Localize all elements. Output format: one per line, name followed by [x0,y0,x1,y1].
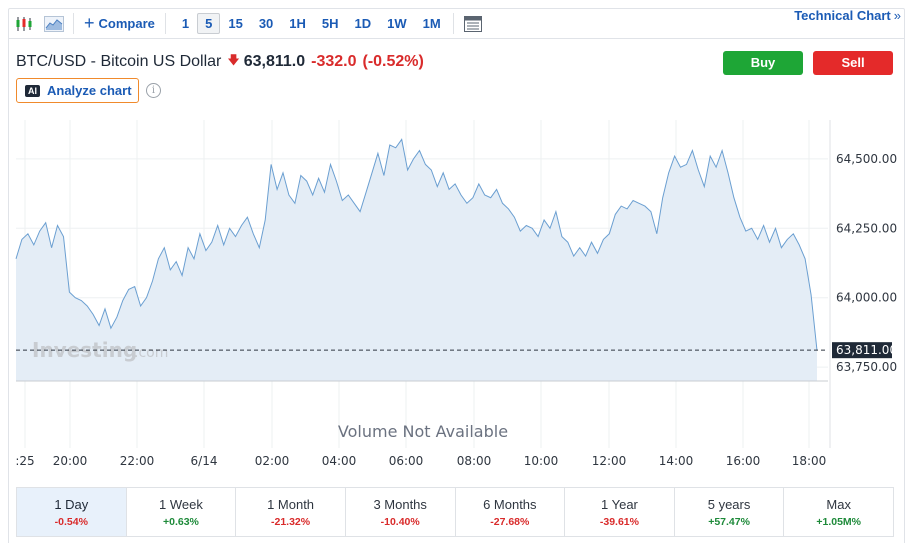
x-tick-label: 02:00 [255,454,290,468]
price-change: -332.0 [311,52,357,70]
interval-selector: 1 5 15 30 1H 5H 1D 1W 1M [174,9,449,38]
period-label: 1 Week [159,497,203,512]
investing-watermark: Investing [32,338,137,362]
y-axis: 64,500.00 64,250.00 64,000.00 63,750.00 [836,152,897,374]
x-tick-label: :25 [15,454,34,468]
technical-chart-link[interactable]: Technical Chart» [794,8,901,23]
period-label: Max [826,497,851,512]
plus-icon: + [84,12,95,33]
candlestick-chart-icon[interactable] [9,9,39,38]
compare-button[interactable]: + Compare [78,12,161,33]
double-chevron-right-icon: » [893,8,901,23]
period-label: 5 years [707,497,751,512]
y-tick-label: 64,500.00 [836,152,897,166]
toolbar-divider [73,13,74,34]
period-label: 3 Months [373,497,427,512]
x-tick-label: 16:00 [726,454,761,468]
analyze-chart-label: Analyze chart [47,83,132,98]
volume-not-available-text: Volume Not Available [338,422,508,441]
investing-watermark-suffix: .com [134,345,168,361]
interval-1m[interactable]: 1M [422,16,441,31]
x-tick-label: 6/14 [191,454,218,468]
instrument-title: BTC/USD - Bitcoin US Dollar [16,52,222,70]
info-icon[interactable]: i [146,83,161,98]
compare-label: Compare [98,16,155,31]
period-1-week[interactable]: 1 Week +0.63% [127,488,237,536]
period-1-month[interactable]: 1 Month -21.32% [236,488,346,536]
x-tick-label: 04:00 [322,454,357,468]
instrument-price: 63,811.0 [243,52,306,70]
area-chart-icon[interactable] [39,9,69,38]
x-tick-label: 08:00 [457,454,492,468]
period-label: 1 Year [601,497,638,512]
buy-button[interactable]: Buy [723,51,803,75]
interval-5h[interactable]: 5H [321,16,339,31]
price-area-fill [16,139,817,381]
chart-toolbar: + Compare 1 5 15 30 1H 5H 1D 1W 1M [8,8,905,39]
period-change: -27.68% [490,516,530,528]
technical-chart-label: Technical Chart [794,8,891,23]
period-label: 1 Day [54,497,89,512]
ai-badge-icon: AI [25,84,40,97]
period-1-year[interactable]: 1 Year -39.61% [565,488,675,536]
period-max[interactable]: Max +1.05M% [784,488,893,536]
arrow-down-icon: 🡇 [227,53,240,67]
x-tick-label: 06:00 [389,454,424,468]
calendar-table-icon[interactable] [458,9,488,38]
price-change-percent: (-0.52%) [362,52,424,70]
interval-1h[interactable]: 1H [289,16,306,31]
toolbar-divider [452,13,454,34]
period-label: 1 Month [267,497,315,512]
period-change: -10.40% [380,516,420,528]
analyze-chart-button[interactable]: AI Analyze chart [16,78,139,103]
interval-30[interactable]: 30 [258,16,274,31]
x-tick-label: 10:00 [524,454,559,468]
period-6-months[interactable]: 6 Months -27.68% [456,488,566,536]
x-tick-label: 14:00 [659,454,694,468]
period-change: -39.61% [599,516,639,528]
period-change: +1.05M% [816,516,862,528]
period-change: +0.63% [162,516,199,528]
y-tick-label: 64,000.00 [836,291,897,305]
interval-1[interactable]: 1 [181,16,190,31]
y-tick-label: 64,250.00 [836,221,897,235]
x-tick-label: 20:00 [53,454,88,468]
interval-1w[interactable]: 1W [387,16,407,31]
period-change: -0.54% [54,516,88,528]
x-tick-label: 22:00 [120,454,155,468]
period-label: 6 Months [483,497,537,512]
period-1-day[interactable]: 1 Day -0.54% [17,488,127,536]
period-3-months[interactable]: 3 Months -10.40% [346,488,456,536]
period-5-years[interactable]: 5 years +57.47% [675,488,785,536]
x-tick-label: 18:00 [792,454,827,468]
current-price-tag: 63,811.00 [832,342,897,359]
interval-5[interactable]: 5 [197,13,221,34]
current-price-label: 63,811.00 [836,343,897,357]
period-performance-bar: 1 Day -0.54% 1 Week +0.63% 1 Month -21.3… [16,487,894,537]
instrument-header: BTC/USD - Bitcoin US Dollar 🡇 63,811.0 -… [16,51,430,72]
interval-15[interactable]: 15 [228,16,243,31]
sell-button[interactable]: Sell [813,51,893,75]
interval-1d[interactable]: 1D [354,16,372,31]
toolbar-divider [164,13,166,34]
x-axis: :25 20:00 22:00 6/14 02:00 04:00 06:00 08:00 10:… [15,454,826,468]
y-tick-label: 63,750.00 [836,360,897,374]
x-tick-label: 12:00 [592,454,627,468]
period-change: -21.32% [271,516,311,528]
price-line [15,138,818,351]
period-change: +57.47% [708,516,750,528]
chart-pane [8,39,905,543]
